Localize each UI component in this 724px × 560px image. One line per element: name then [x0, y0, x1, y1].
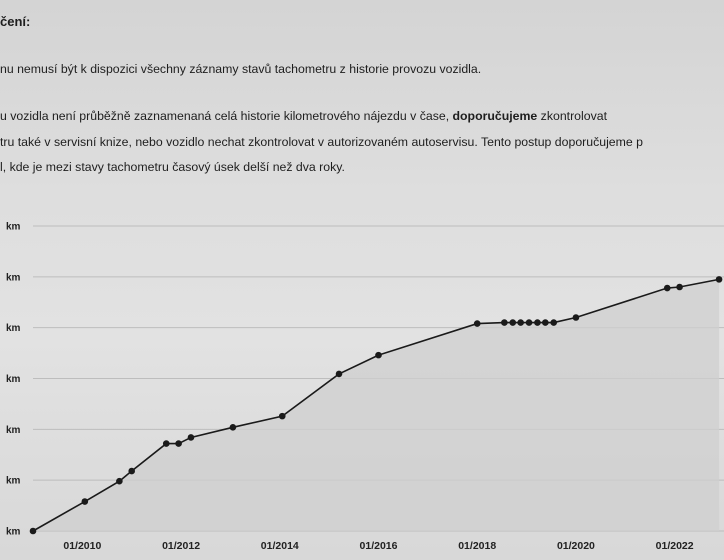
- data-point: [278, 412, 286, 420]
- data-point: [29, 527, 37, 535]
- data-point: [501, 319, 508, 326]
- data-point: [676, 283, 683, 291]
- data-point: [81, 498, 89, 505]
- y-tick-label: km: [6, 476, 21, 487]
- data-point: [116, 477, 123, 485]
- x-tick-label: 01/2018: [458, 540, 496, 552]
- data-point: [534, 319, 541, 326]
- data-point: [572, 314, 580, 321]
- data-point: [473, 320, 481, 327]
- data-point: [509, 319, 517, 326]
- x-tick-label: 01/2020: [557, 540, 595, 552]
- notice-line-2-text-a: u vozidla není průběžně zaznamenaná celá…: [0, 109, 453, 123]
- y-tick-label: km: [6, 425, 21, 436]
- data-point: [162, 440, 170, 447]
- notice-line-2-bold: doporučujeme: [452, 109, 538, 123]
- notice-line-3: tru také v servisní knize, nebo vozidlo …: [0, 135, 643, 149]
- x-tick-label: 01/2016: [360, 540, 398, 552]
- notice-heading: čení:: [0, 14, 31, 29]
- data-point: [229, 424, 237, 431]
- y-tick-label: km: [6, 527, 21, 538]
- y-tick-label: km: [6, 272, 21, 283]
- x-tick-label: 01/2022: [656, 540, 694, 552]
- y-tick-label: km: [6, 374, 21, 385]
- notice-line-2-text-b: zkontrolovat: [537, 109, 607, 123]
- x-tick-label: 01/2014: [261, 540, 299, 552]
- data-point: [375, 351, 382, 359]
- y-tick-label: km: [6, 323, 21, 334]
- data-point: [517, 319, 524, 326]
- data-point: [663, 284, 671, 292]
- notice-line-2: u vozidla není průběžně zaznamenaná celá…: [0, 109, 607, 123]
- data-point: [542, 319, 549, 326]
- data-point: [175, 440, 182, 447]
- data-point: [525, 319, 533, 326]
- y-tick-label: km: [6, 222, 21, 233]
- data-point: [187, 434, 195, 441]
- notice-line-4: l, kde je mezi stavy tachometru časový ú…: [0, 160, 345, 174]
- data-point: [335, 370, 343, 378]
- notice-line-1: nu nemusí být k dispozici všechny záznam…: [0, 62, 482, 76]
- mileage-chart: km km km km km km km 01/2010 01/2012 01/2014 01/20…: [6, 222, 724, 552]
- area-fill: [33, 279, 720, 531]
- data-point: [715, 276, 723, 283]
- x-tick-label: 01/2012: [162, 540, 200, 552]
- data-point: [128, 467, 136, 475]
- data-point: [550, 319, 558, 326]
- x-tick-label: 01/2010: [63, 540, 101, 552]
